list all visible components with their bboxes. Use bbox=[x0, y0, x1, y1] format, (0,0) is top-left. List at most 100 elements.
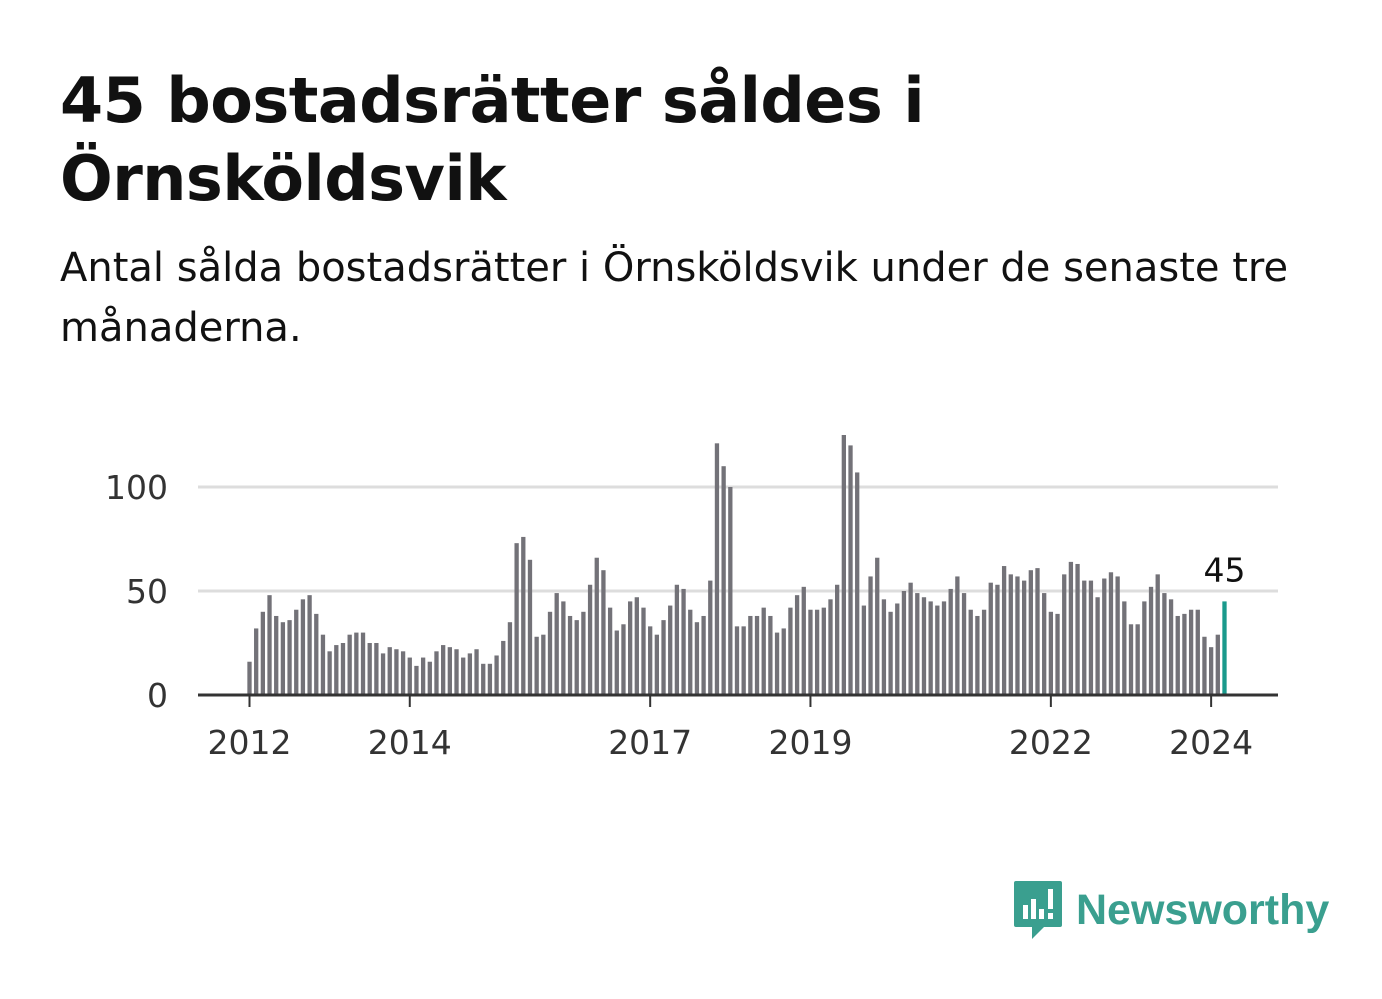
bar bbox=[1162, 593, 1167, 695]
bar bbox=[334, 645, 339, 695]
bar bbox=[641, 607, 646, 695]
bar bbox=[1182, 613, 1187, 695]
bar bbox=[1168, 599, 1174, 695]
bar bbox=[354, 632, 359, 695]
bar bbox=[881, 599, 887, 695]
bar bbox=[420, 657, 426, 695]
bar bbox=[487, 663, 493, 695]
bar bbox=[607, 607, 613, 695]
bar bbox=[835, 584, 840, 695]
bar bbox=[774, 632, 780, 695]
chart-subtitle: Antal sålda bostadsrätter i Örnsköldsvik… bbox=[60, 245, 1289, 351]
bar bbox=[895, 603, 900, 695]
bar bbox=[875, 557, 880, 695]
bar bbox=[761, 607, 766, 695]
x-tick-label: 2012 bbox=[208, 723, 292, 762]
y-tick-label: 0 bbox=[147, 676, 168, 715]
bar bbox=[1001, 566, 1007, 695]
bar bbox=[1202, 636, 1207, 695]
bar bbox=[921, 597, 927, 695]
highlighted-bar bbox=[1222, 601, 1227, 695]
newsworthy-logo-icon bbox=[1014, 881, 1062, 939]
bar bbox=[340, 643, 346, 695]
bar bbox=[267, 595, 272, 695]
bar bbox=[694, 622, 700, 695]
bar bbox=[1155, 574, 1160, 695]
bar bbox=[1095, 597, 1100, 695]
bar bbox=[527, 559, 533, 695]
x-tick-label: 2022 bbox=[1009, 723, 1093, 762]
bar bbox=[941, 601, 947, 695]
bar bbox=[400, 651, 406, 695]
bar bbox=[621, 624, 626, 695]
bar bbox=[1135, 624, 1140, 695]
bar bbox=[280, 622, 286, 695]
bar bbox=[955, 576, 960, 695]
bar bbox=[1042, 593, 1047, 695]
bar bbox=[307, 595, 312, 695]
bar bbox=[855, 472, 860, 695]
annotation-label: 45 bbox=[1203, 550, 1245, 589]
bar bbox=[1115, 576, 1120, 695]
bar bbox=[287, 620, 292, 695]
bar bbox=[547, 611, 553, 695]
bar bbox=[935, 605, 940, 695]
bar bbox=[714, 443, 720, 695]
bar bbox=[481, 663, 486, 695]
bar bbox=[260, 611, 266, 695]
bar bbox=[908, 582, 913, 695]
bar bbox=[467, 653, 473, 695]
bar bbox=[1148, 586, 1154, 695]
bar bbox=[1215, 634, 1220, 695]
bar bbox=[1035, 568, 1040, 695]
bar bbox=[1048, 611, 1054, 695]
bar bbox=[587, 584, 593, 695]
bar bbox=[708, 580, 713, 695]
bar bbox=[781, 628, 786, 695]
bar bbox=[721, 466, 726, 695]
bar bbox=[988, 582, 993, 695]
bar bbox=[1128, 624, 1134, 695]
bar bbox=[521, 536, 526, 695]
bar bbox=[347, 634, 352, 695]
bar bbox=[668, 605, 673, 695]
tick-labels: 0 50 100 2012 2014 2017 2019 2022 2024 45 bbox=[105, 468, 1253, 762]
bar bbox=[674, 584, 680, 695]
bar bbox=[314, 613, 319, 695]
bar bbox=[461, 657, 466, 695]
bar bbox=[507, 622, 513, 695]
bar bbox=[841, 435, 846, 695]
bar bbox=[387, 647, 392, 695]
bar bbox=[975, 615, 980, 695]
bar bbox=[1028, 570, 1033, 695]
bar bbox=[1088, 580, 1094, 695]
bar bbox=[995, 584, 1000, 695]
bar bbox=[741, 626, 746, 695]
bar bbox=[754, 615, 760, 695]
bar bbox=[788, 607, 793, 695]
bar bbox=[441, 645, 446, 695]
bar bbox=[728, 487, 733, 695]
y-tick-label: 100 bbox=[105, 468, 168, 507]
bar bbox=[961, 593, 967, 695]
chart-title: 45 bostadsrätter såldes i Örnsköldsvik bbox=[60, 64, 925, 215]
bar bbox=[541, 634, 546, 695]
y-tick-label: 50 bbox=[126, 572, 168, 611]
bar bbox=[1195, 609, 1200, 695]
bar bbox=[1075, 563, 1080, 695]
bar bbox=[828, 599, 833, 695]
bar bbox=[1015, 576, 1020, 695]
bar bbox=[434, 651, 439, 695]
x-tick-label: 2017 bbox=[608, 723, 692, 762]
bar bbox=[688, 609, 693, 695]
bar bbox=[574, 620, 579, 695]
bar bbox=[414, 665, 419, 695]
bar bbox=[794, 595, 800, 695]
bar bbox=[1055, 613, 1060, 695]
bar bbox=[294, 609, 299, 695]
brand-name: Newsworthy bbox=[1076, 885, 1330, 934]
bar bbox=[888, 611, 893, 695]
bar bbox=[1102, 578, 1107, 695]
bar bbox=[915, 593, 920, 695]
bar bbox=[501, 640, 506, 695]
